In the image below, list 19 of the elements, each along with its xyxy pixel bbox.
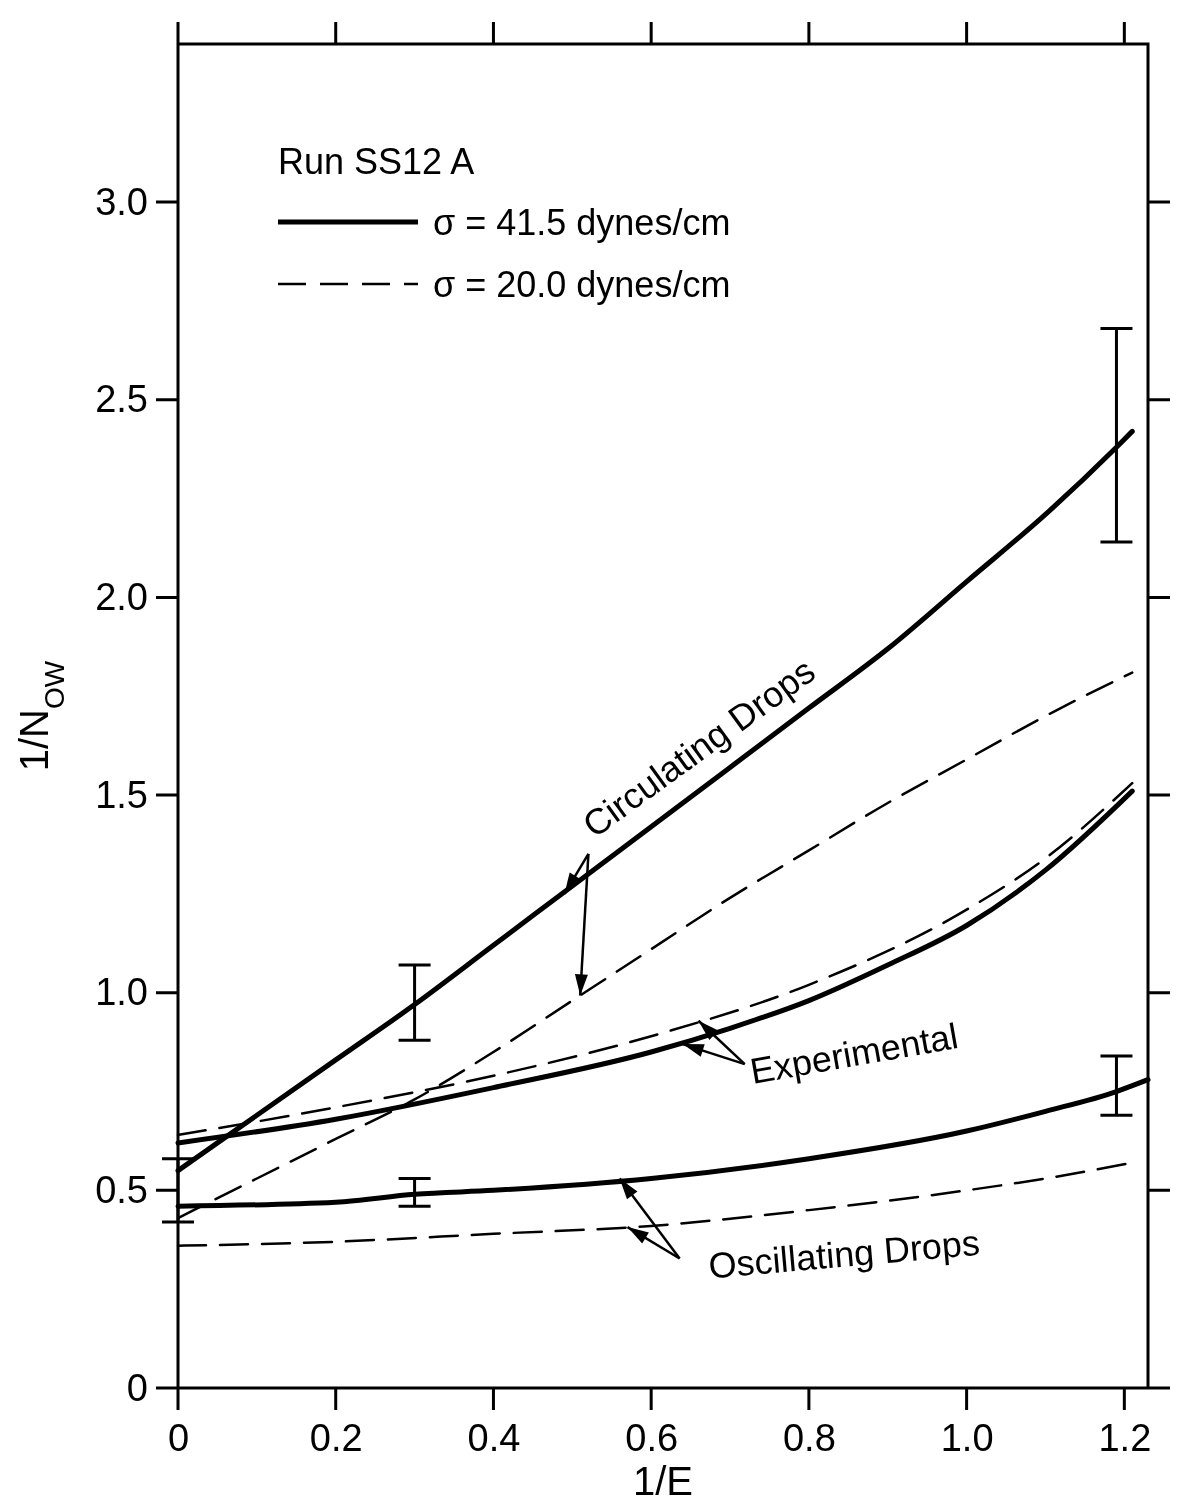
legend-label: σ = 41.5 dynes/cm <box>433 202 731 244</box>
x-tick-label: 0.8 <box>782 1416 836 1459</box>
x-tick-label: 1.2 <box>1098 1416 1152 1459</box>
x-axis-title: 1/E <box>632 1459 694 1503</box>
x-tick-label: 0.2 <box>309 1416 363 1459</box>
y-tick-label: 2.5 <box>95 378 148 421</box>
annotation: Oscillating Drops <box>706 1221 982 1287</box>
x-tick-label: 1.0 <box>940 1416 994 1459</box>
legend-label: σ = 20.0 dynes/cm <box>433 264 731 306</box>
x-tick-label: 0.4 <box>467 1416 521 1459</box>
annotation: Run SS12 A <box>278 141 475 182</box>
y-tick-label: 0 <box>126 1366 148 1409</box>
y-tick-label: 1.0 <box>95 971 148 1014</box>
y-tick-label: 1.5 <box>95 773 148 816</box>
y-tick-label: 2.0 <box>95 576 148 619</box>
x-tick-label: 0 <box>167 1416 190 1459</box>
x-tick-label: 0.6 <box>625 1416 679 1459</box>
y-tick-label: 0.5 <box>95 1169 148 1212</box>
y-tick-label: 3.0 <box>95 180 148 223</box>
